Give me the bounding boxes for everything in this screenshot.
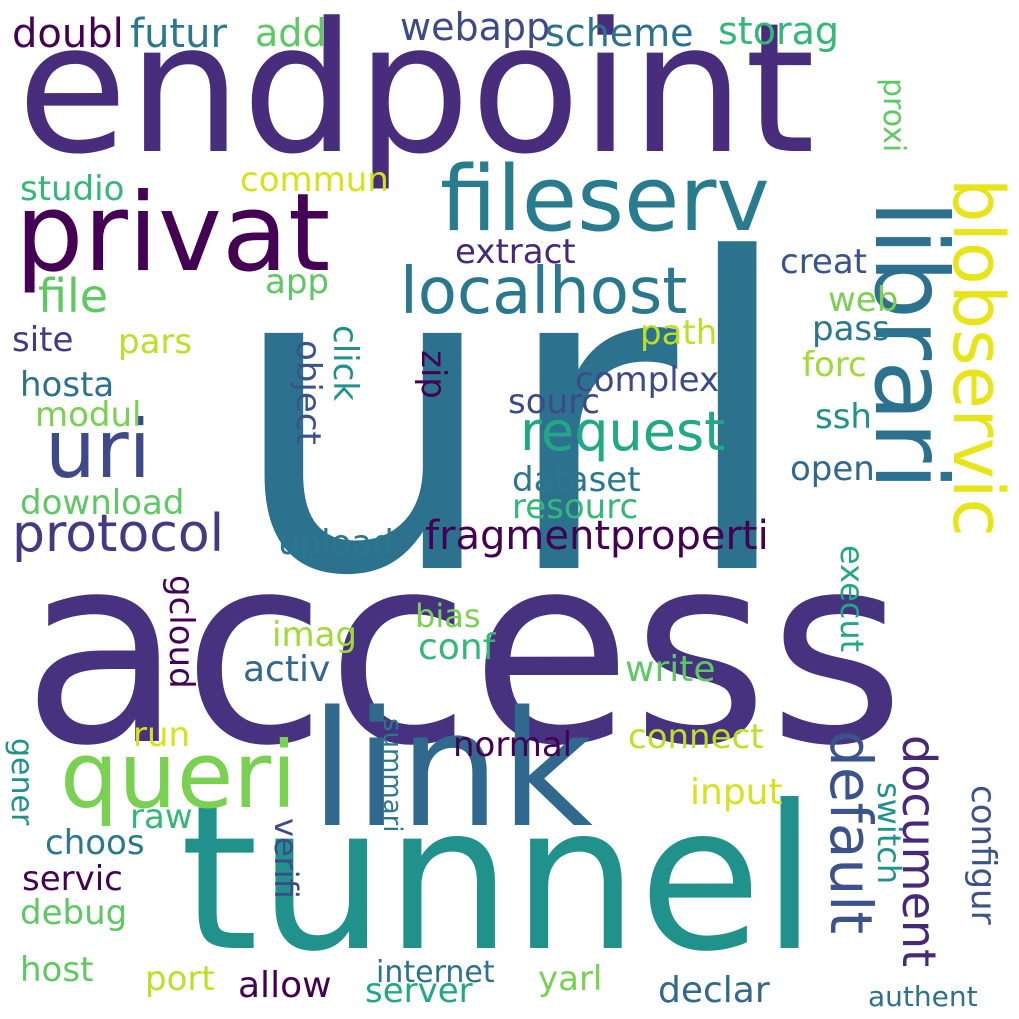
word-port: port [145, 959, 215, 999]
word-ssh: ssh [815, 397, 872, 437]
word-add: add [255, 11, 327, 55]
word-download: download [20, 483, 185, 523]
word-protocol: protocol [12, 504, 225, 564]
word-url: url [228, 170, 797, 670]
word-creat: creat [780, 242, 868, 282]
word-scheme: scheme [545, 11, 694, 55]
word-futur: futur [130, 11, 227, 57]
word-server: server [365, 971, 473, 1011]
word-complex: complex [575, 360, 720, 400]
word-click: click [325, 325, 365, 401]
word-tunnel: tunnel [180, 763, 818, 996]
word-servic: servic [22, 859, 123, 899]
word-zip: zip [413, 350, 453, 399]
word-file: file [38, 269, 109, 323]
word-choos: choos [45, 823, 145, 863]
word-path: path [640, 313, 718, 353]
word-normal: normal [453, 725, 573, 765]
word-verifi: verifi [267, 818, 305, 899]
word-summari: summari [377, 718, 407, 833]
word-imag: imag [272, 615, 357, 655]
word-yarl: yarl [538, 959, 603, 999]
word-web: web [828, 280, 899, 320]
word-gcloud: gcloud [161, 575, 201, 689]
word-host: host [20, 950, 94, 990]
word-queri: queri [60, 722, 297, 829]
word-commun: commun [240, 160, 389, 200]
word-endpoint: endpoint [17, 0, 816, 194]
word-open: open [790, 449, 875, 489]
word-gener: gener [4, 738, 39, 826]
word-app: app [265, 262, 329, 302]
word-access: access [22, 498, 905, 803]
word-dataset: dataset [512, 460, 641, 500]
word-upload: upload [278, 523, 394, 563]
word-activ: activ [243, 649, 331, 690]
word-studio: studio [20, 169, 125, 209]
word-blobservic: blobservic [937, 178, 1019, 537]
word-connect: connect [628, 717, 764, 757]
word-proxi: proxi [876, 78, 911, 153]
word-pass: pass [812, 309, 890, 349]
word-request: request [520, 400, 726, 463]
word-conf: conf [418, 627, 496, 668]
word-site: site [12, 320, 74, 360]
word-write: write [625, 649, 716, 690]
word-uri: uri [45, 403, 151, 496]
word-forc: forc [802, 345, 867, 385]
word-privat: privat [15, 171, 331, 296]
word-execut: execut [833, 545, 871, 653]
word-switch: switch [870, 782, 908, 885]
word-run: run [133, 715, 191, 755]
word-declar: declar [658, 970, 770, 1011]
word-configur: configur [963, 785, 1003, 925]
word-webapp: webapp [400, 5, 551, 49]
word-sourc: sourc [508, 382, 600, 422]
word-internet: internet [376, 955, 495, 990]
word-bias: bias [415, 597, 481, 635]
word-allow: allow [238, 965, 332, 1006]
word-localhost: localhost [400, 255, 688, 329]
word-modul: modul [35, 395, 142, 435]
word-authent: authent [868, 980, 978, 1013]
word-input: input [690, 772, 783, 813]
word-fileserv: fileserv [440, 147, 770, 252]
word-pars: pars [118, 322, 193, 362]
word-storag: storag [718, 9, 839, 53]
word-doubl: doubl [12, 11, 124, 57]
word-object: object [288, 340, 328, 445]
word-debug: debug [20, 893, 128, 933]
word-extract: extract [455, 232, 576, 272]
word-resourc: resourc [512, 487, 639, 527]
word-hosta: hosta [20, 365, 115, 405]
word-link: link [310, 676, 593, 863]
word-raw: raw [130, 797, 193, 837]
word-fragmentproperti: fragmentproperti [425, 513, 769, 559]
